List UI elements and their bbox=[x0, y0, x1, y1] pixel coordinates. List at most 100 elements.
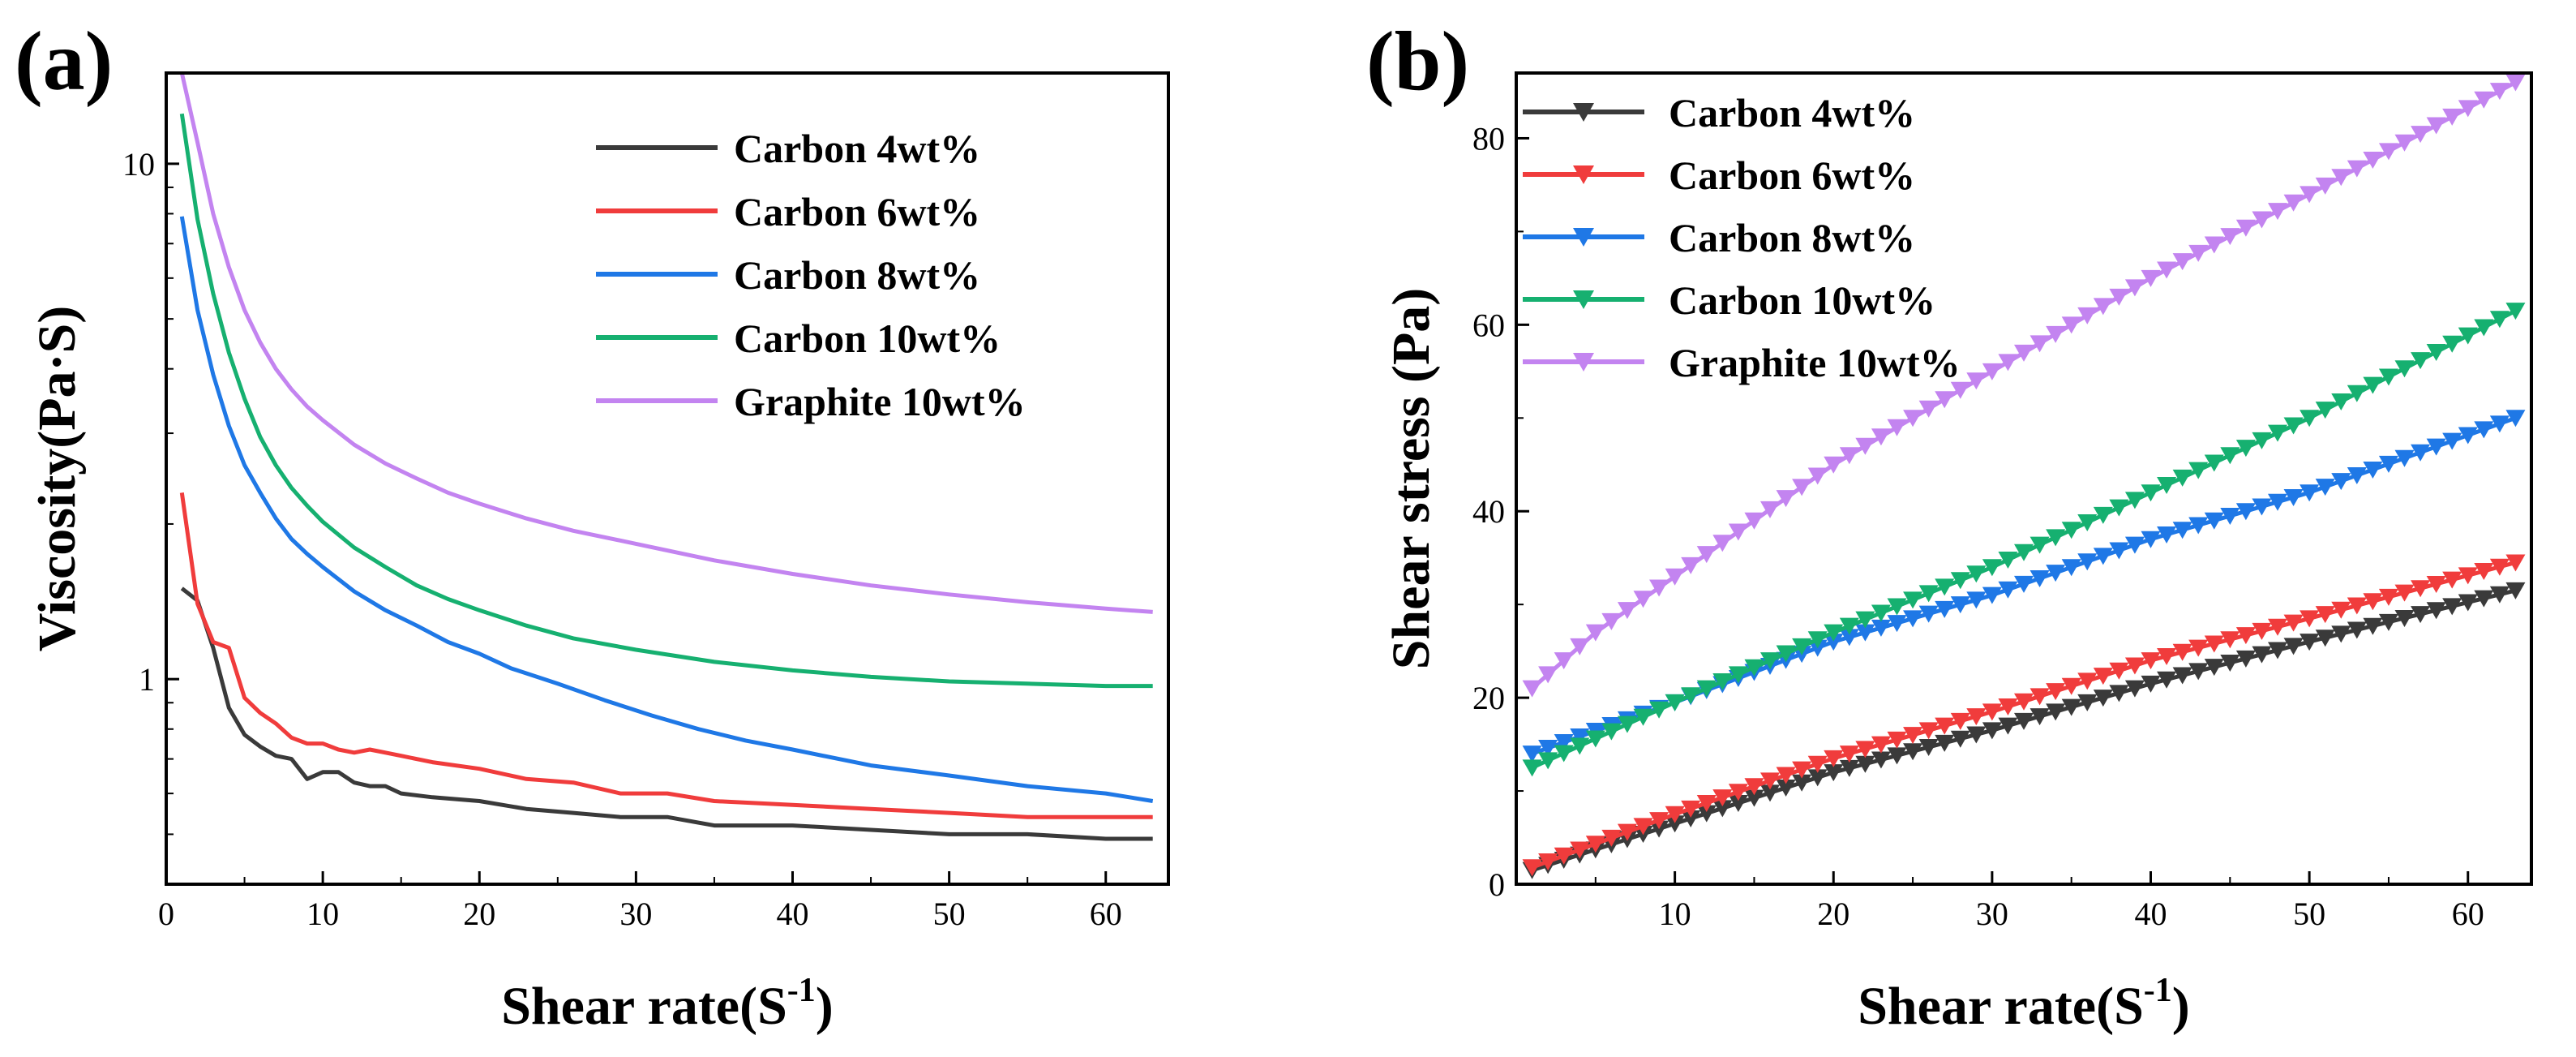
data-point-b-carbon-10wt bbox=[2030, 536, 2050, 554]
data-point-b-carbon-10wt bbox=[1744, 659, 1764, 677]
data-point-b-carbon-6wt bbox=[2363, 593, 2383, 611]
data-point-b-carbon-4wt bbox=[2347, 621, 2367, 639]
y-tick-label-b-40: 40 bbox=[1472, 493, 1505, 530]
data-point-b-carbon-6wt bbox=[1522, 859, 1542, 877]
data-point-b-graphite-10wt bbox=[1839, 447, 1859, 465]
data-point-b-graphite-10wt bbox=[2505, 74, 2526, 92]
data-point-b-carbon-8wt bbox=[2268, 493, 2287, 511]
data-point-b-carbon-4wt bbox=[2505, 582, 2526, 599]
data-point-b-carbon-8wt bbox=[1982, 587, 2002, 604]
data-point-b-carbon-4wt bbox=[1665, 815, 1685, 833]
data-point-b-graphite-10wt bbox=[1681, 556, 1701, 574]
data-point-b-carbon-6wt bbox=[2283, 614, 2304, 632]
x-tick-label-a-0: 0 bbox=[158, 896, 174, 932]
data-point-b-carbon-8wt bbox=[2188, 517, 2209, 535]
data-point-b-graphite-10wt bbox=[1776, 490, 1796, 508]
data-point-b-graphite-10wt bbox=[2014, 344, 2034, 362]
data-point-b-carbon-8wt bbox=[2426, 438, 2446, 456]
data-point-b-graphite-10wt bbox=[1950, 381, 1970, 399]
data-point-b-carbon-8wt bbox=[2458, 427, 2478, 445]
data-point-b-graphite-10wt bbox=[1728, 523, 1748, 541]
plot-area-b: 10 20 30 40 50 60 0 20 40 60 80 bbox=[1472, 74, 2526, 932]
data-point-b-carbon-4wt bbox=[2014, 712, 2034, 730]
data-point-b-carbon-4wt bbox=[2426, 602, 2446, 620]
data-point-b-graphite-10wt bbox=[2474, 91, 2494, 109]
data-point-b-carbon-10wt bbox=[2347, 385, 2367, 402]
data-point-b-carbon-6wt bbox=[2077, 672, 2098, 690]
data-point-b-carbon-6wt bbox=[1665, 806, 1685, 823]
data-point-b-carbon-6wt bbox=[1681, 800, 1701, 818]
data-point-b-carbon-6wt bbox=[2252, 622, 2272, 640]
data-point-b-carbon-8wt bbox=[1570, 728, 1590, 746]
data-point-b-carbon-6wt bbox=[2030, 688, 2050, 706]
series-line-a-graphite-10wt bbox=[179, 72, 1153, 614]
series-line-a-carbon-8wt bbox=[179, 216, 1154, 803]
data-point-b-carbon-8wt bbox=[1871, 619, 1891, 637]
data-point-b-carbon-10wt bbox=[1871, 604, 1891, 622]
data-point-b-carbon-10wt bbox=[1585, 730, 1605, 748]
data-point-b-carbon-8wt bbox=[2489, 415, 2510, 433]
data-point-b-carbon-10wt bbox=[2252, 432, 2272, 449]
data-point-b-carbon-10wt bbox=[1855, 611, 1875, 629]
data-point-b-graphite-10wt bbox=[1585, 624, 1605, 642]
data-point-b-carbon-4wt bbox=[2315, 629, 2335, 647]
data-point-b-graphite-10wt bbox=[2394, 134, 2415, 152]
data-point-b-carbon-10wt bbox=[2172, 469, 2192, 487]
data-point-b-graphite-10wt bbox=[2315, 177, 2335, 195]
x-tick-label-b-60: 60 bbox=[2452, 896, 2484, 932]
data-point-b-graphite-10wt bbox=[1998, 354, 2018, 372]
legend-marker-b-carbon-6wt bbox=[1573, 165, 1594, 184]
data-point-b-carbon-10wt bbox=[2077, 514, 2098, 532]
data-point-b-carbon-6wt bbox=[1712, 789, 1733, 807]
data-point-b-carbon-6wt bbox=[2378, 588, 2398, 606]
data-point-b-carbon-6wt bbox=[2331, 601, 2351, 619]
y-tick-label-b-0: 0 bbox=[1489, 866, 1505, 903]
legend-label-a-graphite-10wt: Graphite 10wt% bbox=[734, 379, 1026, 424]
data-point-b-carbon-10wt bbox=[1982, 559, 2002, 577]
data-point-b-carbon-4wt bbox=[2474, 590, 2494, 608]
data-point-b-graphite-10wt bbox=[2252, 211, 2272, 229]
data-point-b-carbon-4wt bbox=[1903, 743, 1923, 761]
data-point-b-carbon-8wt bbox=[1903, 610, 1923, 628]
data-point-b-carbon-4wt bbox=[1776, 780, 1796, 797]
data-point-b-graphite-10wt bbox=[2363, 151, 2383, 169]
legend-label-a-carbon-4wt: Carbon 4wt% bbox=[734, 126, 980, 171]
legend-marker-b-carbon-10wt bbox=[1573, 290, 1594, 309]
data-point-b-carbon-4wt bbox=[1887, 747, 1907, 765]
data-point-b-carbon-6wt bbox=[2442, 571, 2462, 589]
data-point-b-graphite-10wt bbox=[2442, 108, 2462, 126]
data-point-b-carbon-6wt bbox=[2141, 652, 2161, 670]
data-point-b-carbon-4wt bbox=[2141, 675, 2161, 693]
data-point-b-carbon-6wt bbox=[1807, 755, 1828, 773]
data-point-b-carbon-4wt bbox=[1855, 755, 1875, 773]
x-tick-label-a-60: 60 bbox=[1090, 896, 1122, 932]
data-point-b-carbon-8wt bbox=[2363, 461, 2383, 479]
data-point-b-carbon-8wt bbox=[2505, 410, 2526, 428]
data-point-b-carbon-6wt bbox=[1744, 778, 1764, 796]
data-point-b-carbon-4wt bbox=[2204, 659, 2224, 677]
data-point-b-carbon-4wt bbox=[1744, 789, 1764, 807]
data-point-b-graphite-10wt bbox=[2378, 143, 2398, 161]
data-point-b-carbon-8wt bbox=[1935, 600, 1955, 618]
data-point-b-carbon-4wt bbox=[2283, 638, 2304, 655]
data-point-b-carbon-4wt bbox=[2077, 694, 2098, 711]
data-point-b-carbon-10wt bbox=[1696, 680, 1717, 698]
data-point-b-carbon-6wt bbox=[1855, 741, 1875, 758]
data-point-b-graphite-10wt bbox=[1935, 391, 1955, 409]
panel-label-a: (a) bbox=[15, 15, 113, 108]
data-point-b-carbon-10wt bbox=[1950, 572, 1970, 590]
data-point-b-graphite-10wt bbox=[1824, 456, 1844, 474]
data-point-b-graphite-10wt bbox=[1855, 437, 1875, 455]
data-point-b-graphite-10wt bbox=[2046, 325, 2066, 343]
data-point-b-carbon-8wt bbox=[2109, 542, 2129, 560]
data-point-b-carbon-10wt bbox=[2378, 368, 2398, 386]
data-point-b-graphite-10wt bbox=[1966, 372, 1987, 390]
data-point-b-carbon-6wt bbox=[1601, 829, 1622, 847]
data-point-b-graphite-10wt bbox=[1871, 428, 1891, 446]
data-point-b-carbon-4wt bbox=[1982, 722, 2002, 740]
data-point-b-carbon-10wt bbox=[2300, 410, 2320, 428]
data-point-b-carbon-8wt bbox=[1554, 734, 1574, 752]
data-point-b-carbon-8wt bbox=[1839, 629, 1859, 647]
legend-label-b-carbon-10wt: Carbon 10wt% bbox=[1669, 277, 1935, 323]
data-point-b-carbon-4wt bbox=[1966, 726, 1987, 744]
